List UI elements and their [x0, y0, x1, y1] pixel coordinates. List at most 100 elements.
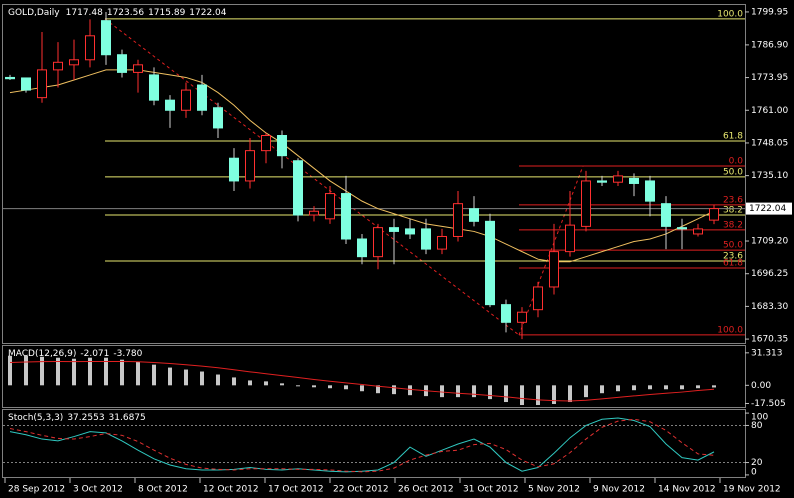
stoch-main: [9, 417, 715, 473]
moving-average: [9, 69, 715, 263]
macd-bar: [456, 385, 460, 398]
y-tick-label: 0: [751, 467, 757, 477]
y-tick-label: 1786.90: [751, 40, 788, 50]
x-tick-label: 22 Oct 2012: [333, 485, 389, 495]
macd-bar: [568, 385, 572, 403]
macd-bar: [696, 385, 700, 389]
y-tick-label: 100: [751, 413, 768, 423]
macd-bar: [504, 385, 508, 403]
y-tick-label: 1696.25: [751, 269, 788, 279]
candle-body: [181, 89, 191, 111]
macd-bar: [712, 385, 716, 388]
candle-body: [405, 228, 415, 235]
fib-label: 50.0: [723, 241, 743, 251]
macd-bar: [488, 385, 492, 400]
y-tick-label: 1773.95: [751, 73, 788, 83]
x-tick-label: 8 Oct 2012: [138, 485, 188, 495]
candle-body: [133, 64, 143, 73]
macd-bar: [392, 385, 396, 395]
y-tick-label: -17.505: [751, 399, 786, 409]
candle-body: [533, 286, 543, 311]
current-price-box: [746, 202, 792, 215]
candle-body: [389, 227, 399, 232]
x-tick-label: 9 Nov 2012: [593, 485, 645, 495]
candle-body: [709, 208, 719, 221]
macd-bar: [600, 385, 604, 394]
candle-body: [469, 208, 479, 222]
y-tick-label: 1799.95: [751, 7, 788, 17]
signal-readout: -3.780: [113, 349, 142, 359]
macd-bar: [200, 371, 204, 386]
candle-body: [165, 99, 175, 111]
candle-body: [245, 150, 255, 182]
stoch-panel: [2, 409, 746, 478]
candle-body: [453, 203, 463, 237]
stoch-name: Stoch(5,3,3): [8, 413, 63, 423]
x-tick-label: 3 Oct 2012: [73, 485, 123, 495]
macd-name: MACD(12,26,9): [8, 349, 76, 359]
fib-label: 100.0: [717, 325, 743, 335]
macd-bar: [24, 355, 28, 386]
stoch-main-readout: 37.2553: [67, 413, 104, 423]
fib-label: 61.8: [723, 132, 743, 142]
macd-bar: [344, 385, 348, 390]
x-tick-label: 28 Sep 2012: [8, 485, 65, 495]
candle-body: [357, 238, 367, 258]
x-tick-label: 19 Nov 2012: [723, 485, 781, 495]
macd-bar: [616, 385, 620, 392]
fib-label: 0.0: [729, 157, 744, 167]
y-tick-label: 1761.00: [751, 106, 788, 116]
marks: 1799.95 1786.90 1773.95 1761.00 1748.05 1735.…: [3, 7, 792, 495]
fib-label: 61.8: [723, 259, 743, 269]
macd-bar: [584, 385, 588, 398]
price-panel: [2, 4, 746, 344]
candle-body: [629, 177, 639, 184]
price-title: GOLD,Daily 1717.48 1723.56 1715.89 1722.04: [8, 8, 227, 18]
candle-body: [677, 227, 687, 230]
candle-body: [645, 180, 655, 202]
y-tick-label: 1683.30: [751, 302, 788, 312]
macd-bar: [104, 357, 108, 386]
candle-body: [693, 228, 703, 235]
macd-bar: [440, 385, 444, 398]
macd-bar: [120, 359, 124, 386]
macd-bar: [264, 381, 268, 386]
candle-body: [5, 76, 15, 80]
macd-signal: [9, 360, 715, 402]
macd-panel: [2, 345, 746, 408]
candle-body: [69, 59, 79, 66]
macd-bar: [648, 385, 652, 390]
candle-body: [421, 228, 431, 250]
macd-bar: [56, 357, 60, 386]
close-readout: 1722.04: [189, 8, 226, 18]
y-tick-label: 1670.35: [751, 335, 788, 345]
macd-bar: [536, 385, 540, 406]
stoch-signal-readout: 31.6875: [109, 413, 146, 423]
candle-body: [117, 54, 127, 73]
macd-bar: [376, 385, 380, 394]
macd-bar: [40, 356, 44, 386]
candle-body: [277, 135, 287, 157]
macd-bar: [72, 358, 76, 386]
x-tick-label: 26 Oct 2012: [398, 485, 454, 495]
candle-body: [341, 193, 351, 240]
current-price-label: 1722.04: [749, 204, 786, 214]
symbol: GOLD,Daily: [8, 8, 60, 18]
candle-body: [85, 35, 95, 61]
candle-body: [101, 20, 111, 56]
candle-body: [53, 61, 63, 71]
y-tick-label: 80: [751, 421, 763, 431]
candle-body: [565, 224, 575, 253]
candle-body: [613, 175, 623, 183]
macd-bar: [408, 385, 412, 396]
fib-label: 38.2: [723, 220, 743, 230]
x-tick-label: 31 Oct 2012: [463, 485, 519, 495]
candle-body: [213, 107, 223, 129]
fib-label: 23.6: [723, 195, 743, 205]
y-tick-label: 0.00: [751, 381, 771, 391]
candle-body: [437, 235, 447, 250]
macd-bar: [88, 357, 92, 386]
macd-readout: -2.071: [80, 349, 109, 359]
macd-bar: [328, 385, 332, 389]
